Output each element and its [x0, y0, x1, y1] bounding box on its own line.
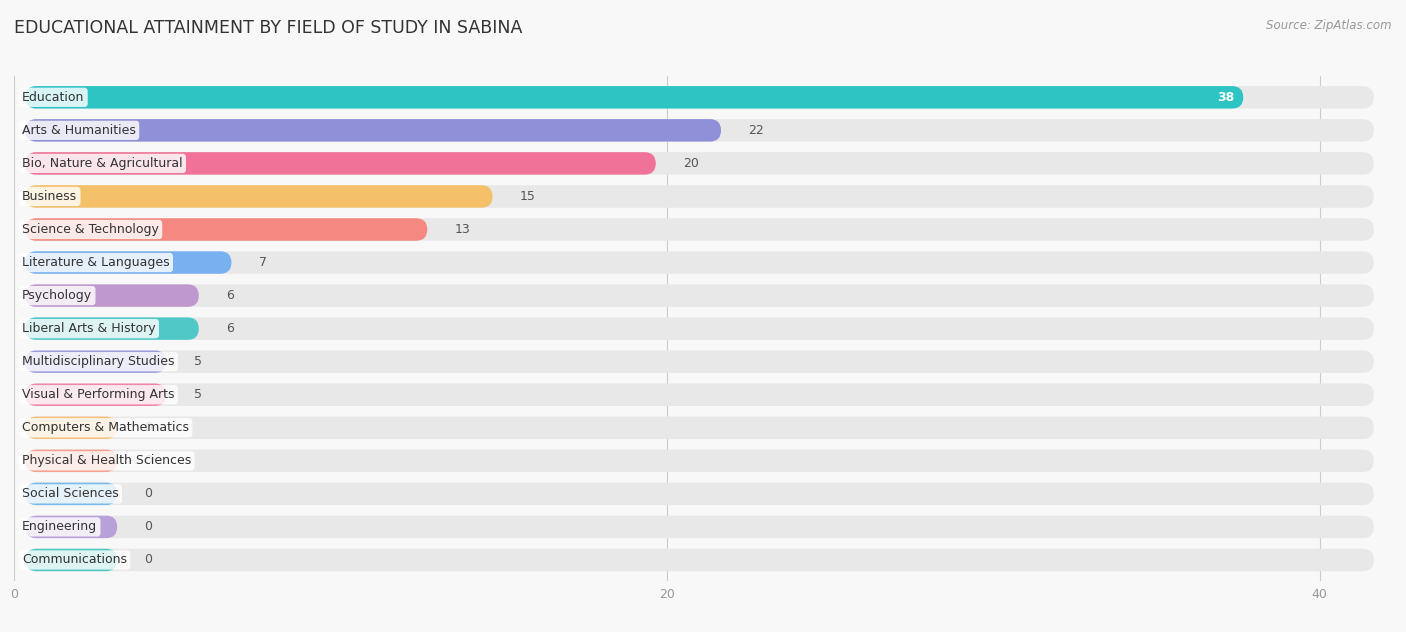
FancyBboxPatch shape: [25, 449, 117, 472]
Text: Computers & Mathematics: Computers & Mathematics: [22, 422, 190, 434]
FancyBboxPatch shape: [25, 483, 1374, 505]
FancyBboxPatch shape: [25, 516, 117, 538]
Text: Social Sciences: Social Sciences: [22, 487, 120, 501]
Text: Communications: Communications: [22, 554, 127, 566]
FancyBboxPatch shape: [25, 416, 1374, 439]
Text: Physical & Health Sciences: Physical & Health Sciences: [22, 454, 191, 467]
Text: 15: 15: [520, 190, 536, 203]
FancyBboxPatch shape: [25, 351, 166, 373]
Text: Science & Technology: Science & Technology: [22, 223, 159, 236]
FancyBboxPatch shape: [25, 86, 1243, 109]
Text: Visual & Performing Arts: Visual & Performing Arts: [22, 388, 174, 401]
Text: Bio, Nature & Agricultural: Bio, Nature & Agricultural: [22, 157, 183, 170]
FancyBboxPatch shape: [25, 252, 1374, 274]
Text: EDUCATIONAL ATTAINMENT BY FIELD OF STUDY IN SABINA: EDUCATIONAL ATTAINMENT BY FIELD OF STUDY…: [14, 19, 523, 37]
FancyBboxPatch shape: [25, 185, 1374, 208]
Text: Literature & Languages: Literature & Languages: [22, 256, 170, 269]
FancyBboxPatch shape: [25, 549, 117, 571]
Text: 13: 13: [454, 223, 471, 236]
Text: 6: 6: [226, 322, 233, 335]
Text: Multidisciplinary Studies: Multidisciplinary Studies: [22, 355, 174, 368]
FancyBboxPatch shape: [25, 284, 198, 307]
Text: 5: 5: [194, 355, 201, 368]
FancyBboxPatch shape: [25, 384, 1374, 406]
FancyBboxPatch shape: [25, 351, 1374, 373]
FancyBboxPatch shape: [25, 119, 1374, 142]
FancyBboxPatch shape: [25, 384, 166, 406]
FancyBboxPatch shape: [25, 549, 1374, 571]
FancyBboxPatch shape: [25, 86, 1374, 109]
FancyBboxPatch shape: [25, 185, 492, 208]
Text: 38: 38: [1218, 91, 1234, 104]
Text: 0: 0: [145, 454, 153, 467]
FancyBboxPatch shape: [25, 218, 427, 241]
FancyBboxPatch shape: [25, 317, 1374, 340]
Text: 5: 5: [194, 388, 201, 401]
Text: Engineering: Engineering: [22, 520, 97, 533]
FancyBboxPatch shape: [25, 119, 721, 142]
Text: 0: 0: [145, 554, 153, 566]
Text: 6: 6: [226, 289, 233, 302]
Text: 20: 20: [683, 157, 699, 170]
Text: 0: 0: [145, 487, 153, 501]
Text: Education: Education: [22, 91, 84, 104]
FancyBboxPatch shape: [25, 252, 232, 274]
FancyBboxPatch shape: [25, 284, 1374, 307]
FancyBboxPatch shape: [25, 152, 1374, 174]
FancyBboxPatch shape: [25, 218, 1374, 241]
Text: Psychology: Psychology: [22, 289, 93, 302]
FancyBboxPatch shape: [25, 449, 1374, 472]
Text: Arts & Humanities: Arts & Humanities: [22, 124, 136, 137]
Text: Business: Business: [22, 190, 77, 203]
FancyBboxPatch shape: [25, 416, 117, 439]
Text: 7: 7: [259, 256, 267, 269]
FancyBboxPatch shape: [25, 483, 117, 505]
Text: 22: 22: [748, 124, 765, 137]
FancyBboxPatch shape: [25, 152, 655, 174]
Text: Source: ZipAtlas.com: Source: ZipAtlas.com: [1267, 19, 1392, 32]
Text: 0: 0: [145, 520, 153, 533]
FancyBboxPatch shape: [25, 317, 198, 340]
FancyBboxPatch shape: [25, 516, 1374, 538]
Text: 0: 0: [145, 422, 153, 434]
Text: Liberal Arts & History: Liberal Arts & History: [22, 322, 156, 335]
